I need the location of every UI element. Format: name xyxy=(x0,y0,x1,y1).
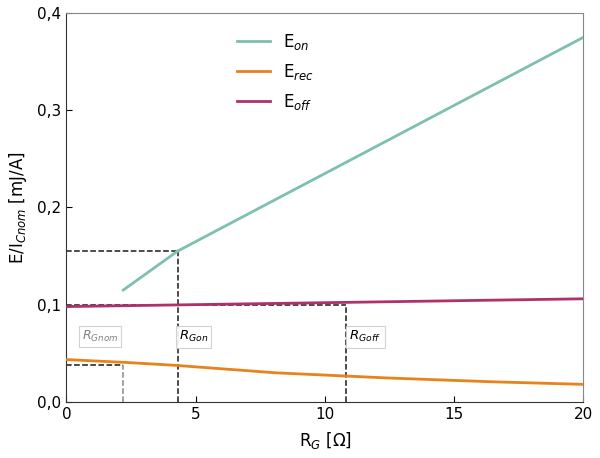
Y-axis label: E/I$_{Cnom}$ [mJ/A]: E/I$_{Cnom}$ [mJ/A] xyxy=(7,151,29,264)
X-axis label: R$_G$ [Ω]: R$_G$ [Ω] xyxy=(299,430,352,451)
Text: $R_{Gnom}$: $R_{Gnom}$ xyxy=(82,329,118,344)
Legend: E$_{on}$, E$_{rec}$, E$_{off}$: E$_{on}$, E$_{rec}$, E$_{off}$ xyxy=(230,25,320,119)
Text: $R_{Goff}$: $R_{Goff}$ xyxy=(349,329,381,344)
Text: $R_{Gon}$: $R_{Gon}$ xyxy=(179,329,208,344)
